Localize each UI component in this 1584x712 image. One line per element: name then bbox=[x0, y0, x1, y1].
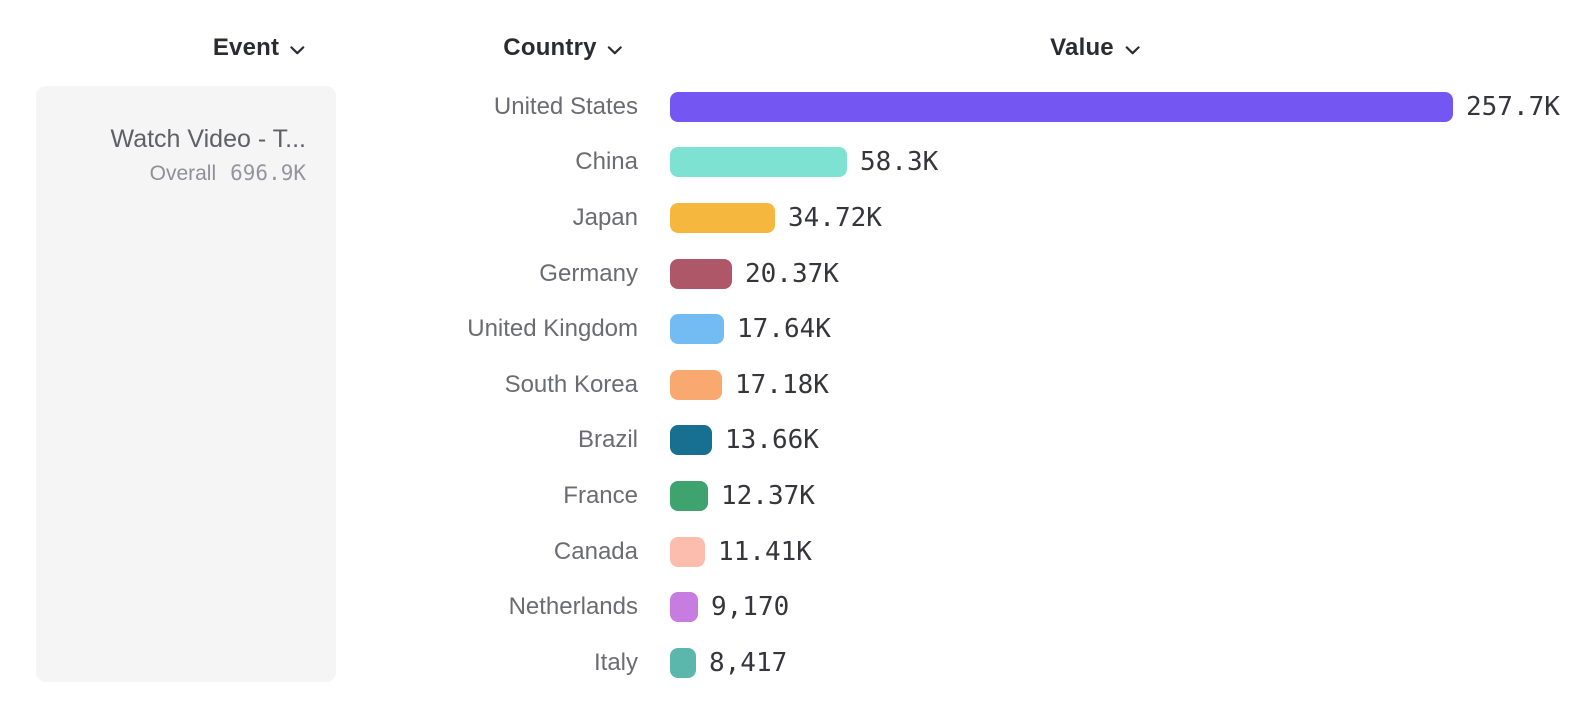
value-bar[interactable] bbox=[670, 91, 1453, 122]
bar-chart-rows: United States 257.7K China 58.3K Japan 3… bbox=[0, 79, 1584, 691]
chart-row: China 58.3K bbox=[0, 135, 1584, 191]
overall-label: Overall bbox=[149, 162, 217, 185]
country-label: Brazil bbox=[577, 426, 638, 454]
country-label: United States bbox=[493, 92, 638, 120]
value-bar[interactable] bbox=[670, 425, 712, 456]
chart-row: Netherlands 9,170 bbox=[0, 579, 1584, 635]
chart-row: Germany 20.37K bbox=[0, 246, 1584, 302]
country-label: Germany bbox=[539, 259, 638, 287]
overall-value: 696.9K bbox=[230, 161, 306, 185]
chevron-down-icon bbox=[1125, 45, 1140, 54]
chart-row: Brazil 13.66K bbox=[0, 413, 1584, 469]
value-bar[interactable] bbox=[670, 258, 732, 289]
value-label: 12.37K bbox=[721, 480, 815, 511]
country-label: China bbox=[575, 148, 638, 176]
chart-row: United States 257.7K bbox=[0, 79, 1584, 135]
value-label: 20.37K bbox=[745, 258, 839, 289]
value-label: 8,417 bbox=[709, 647, 788, 678]
value-bar[interactable] bbox=[670, 202, 775, 233]
value-label: 17.64K bbox=[737, 314, 831, 345]
value-label: 13.66K bbox=[725, 425, 819, 456]
chart-row: Canada 11.41K bbox=[0, 524, 1584, 580]
chevron-down-icon bbox=[608, 45, 623, 54]
country-label: Japan bbox=[572, 203, 638, 231]
event-card[interactable]: Watch Video - T... Overall 696.9K bbox=[36, 86, 336, 682]
value-bar[interactable] bbox=[670, 647, 696, 678]
country-label: United Kingdom bbox=[467, 315, 638, 343]
chevron-down-icon bbox=[290, 45, 305, 54]
country-label: Italy bbox=[593, 648, 638, 676]
event-column-dropdown[interactable]: Event bbox=[213, 34, 305, 62]
country-label: Netherlands bbox=[508, 593, 638, 621]
value-label: 34.72K bbox=[788, 202, 882, 233]
value-label: 17.18K bbox=[735, 369, 829, 400]
chart-row: Japan 34.72K bbox=[0, 190, 1584, 246]
value-label: 58.3K bbox=[860, 147, 939, 178]
value-label: 11.41K bbox=[718, 536, 812, 567]
value-bar[interactable] bbox=[670, 147, 847, 178]
country-label: France bbox=[563, 481, 638, 509]
value-bar[interactable] bbox=[670, 592, 698, 623]
value-bar[interactable] bbox=[670, 480, 708, 511]
value-label: 9,170 bbox=[711, 592, 790, 623]
country-column-dropdown[interactable]: Country bbox=[503, 34, 623, 62]
country-label: Canada bbox=[553, 537, 638, 565]
country-label: South Korea bbox=[504, 370, 638, 398]
event-column-label: Event bbox=[212, 34, 280, 61]
value-bar[interactable] bbox=[670, 369, 722, 400]
event-overall-row: Overall 696.9K bbox=[56, 161, 306, 186]
value-bar[interactable] bbox=[670, 536, 705, 567]
event-title: Watch Video - T... bbox=[110, 125, 306, 153]
chart-row: France 12.37K bbox=[0, 468, 1584, 524]
value-column-dropdown[interactable]: Value bbox=[1050, 34, 1140, 62]
chart-row: South Korea 17.18K bbox=[0, 357, 1584, 413]
country-column-label: Country bbox=[503, 34, 597, 61]
value-bar[interactable] bbox=[670, 314, 724, 345]
value-label: 257.7K bbox=[1466, 91, 1560, 122]
value-column-label: Value bbox=[1050, 34, 1114, 61]
chart-row: United Kingdom 17.64K bbox=[0, 301, 1584, 357]
chart-row: Italy 8,417 bbox=[0, 635, 1584, 691]
